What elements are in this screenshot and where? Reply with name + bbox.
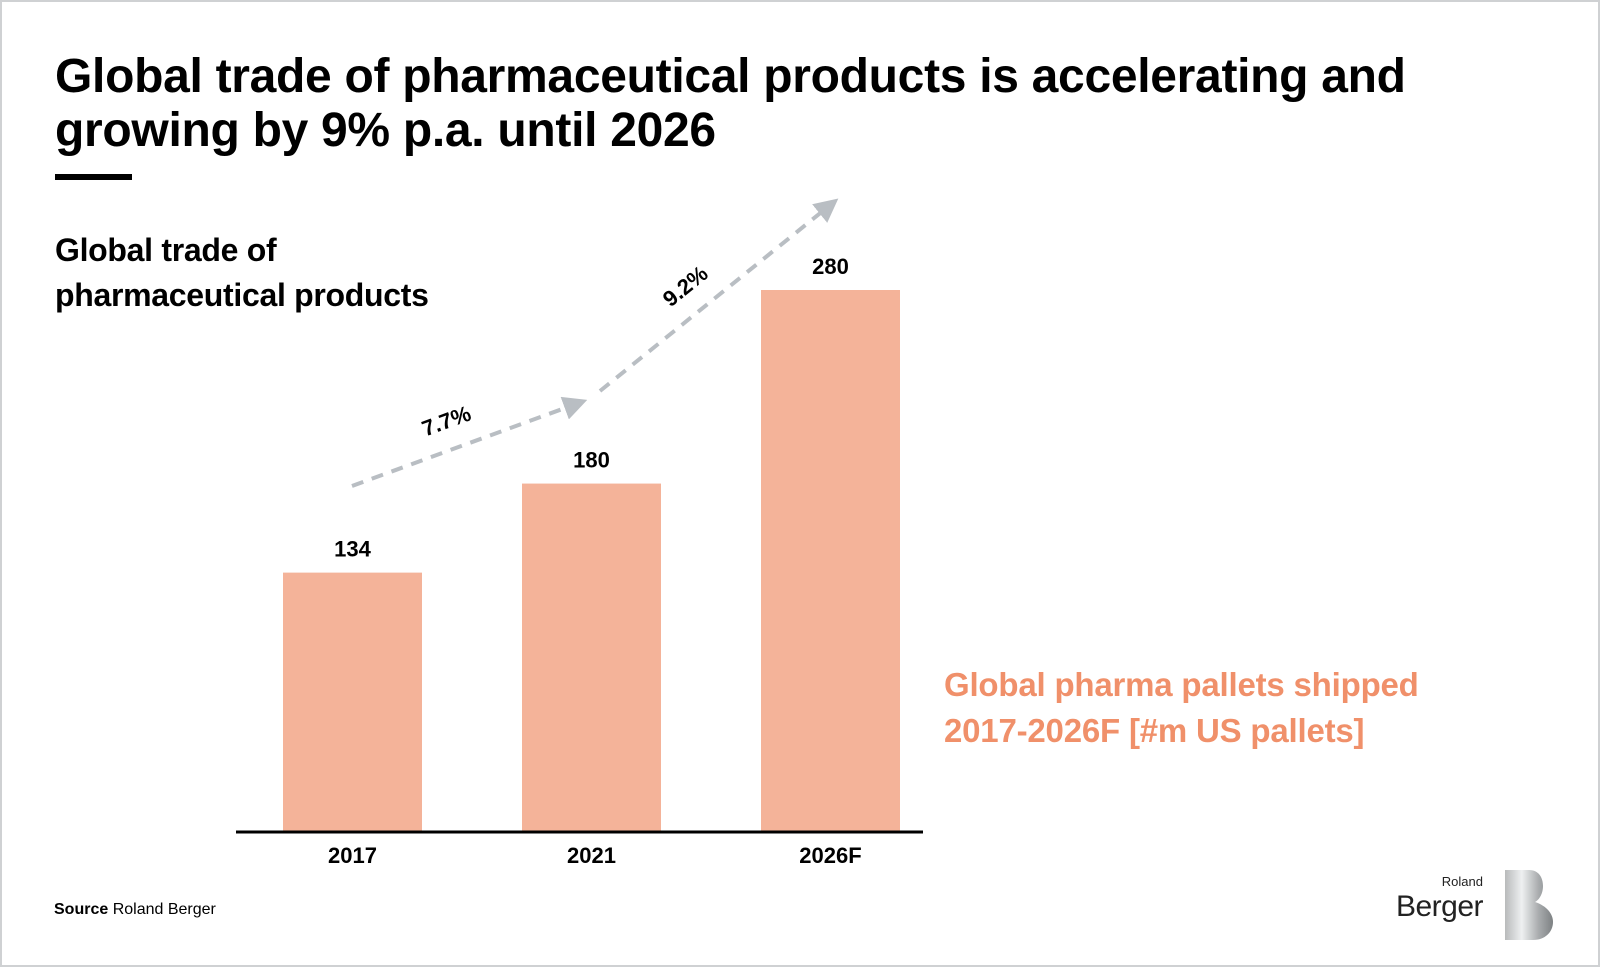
logo-roland: Roland [1441, 874, 1483, 889]
series-label: Global pharma pallets shipped 2017-2026F… [944, 662, 1419, 754]
category-label: 2021 [567, 843, 616, 868]
chart-subtitle: Global trade of pharmaceutical products [55, 228, 429, 318]
source-label: Source [54, 901, 109, 918]
value-label: 134 [334, 537, 371, 562]
logo-berger: Berger [1395, 890, 1484, 923]
growth-rate-label: 9.2% [658, 261, 713, 312]
growth-rate-label: 7.7% [419, 401, 475, 442]
series-label-line-2: 2017-2026F [#m US pallets] [944, 712, 1365, 749]
roland-berger-logo: Roland Berger [1395, 866, 1555, 942]
series-label-line-1: Global pharma pallets shipped [944, 666, 1419, 703]
category-label: 2017 [328, 843, 377, 868]
growth-arrow [351, 396, 588, 488]
bar-2021 [522, 483, 661, 832]
title-underline [55, 174, 132, 180]
source-text: Roland Berger [112, 901, 216, 918]
value-label: 180 [573, 448, 610, 473]
subtitle-line-2: pharmaceutical products [55, 277, 429, 313]
category-label: 2026F [799, 843, 861, 868]
bar-2017 [283, 572, 422, 832]
subtitle-line-1: Global trade of [55, 232, 277, 268]
growth-arrow [598, 198, 839, 393]
source-note: Source Roland Berger [54, 900, 216, 920]
slide-title: Global trade of pharmaceutical products … [55, 50, 1406, 157]
value-label: 280 [812, 254, 849, 279]
bar-2026F [761, 290, 900, 832]
logo-b-mark-icon [1505, 870, 1553, 940]
